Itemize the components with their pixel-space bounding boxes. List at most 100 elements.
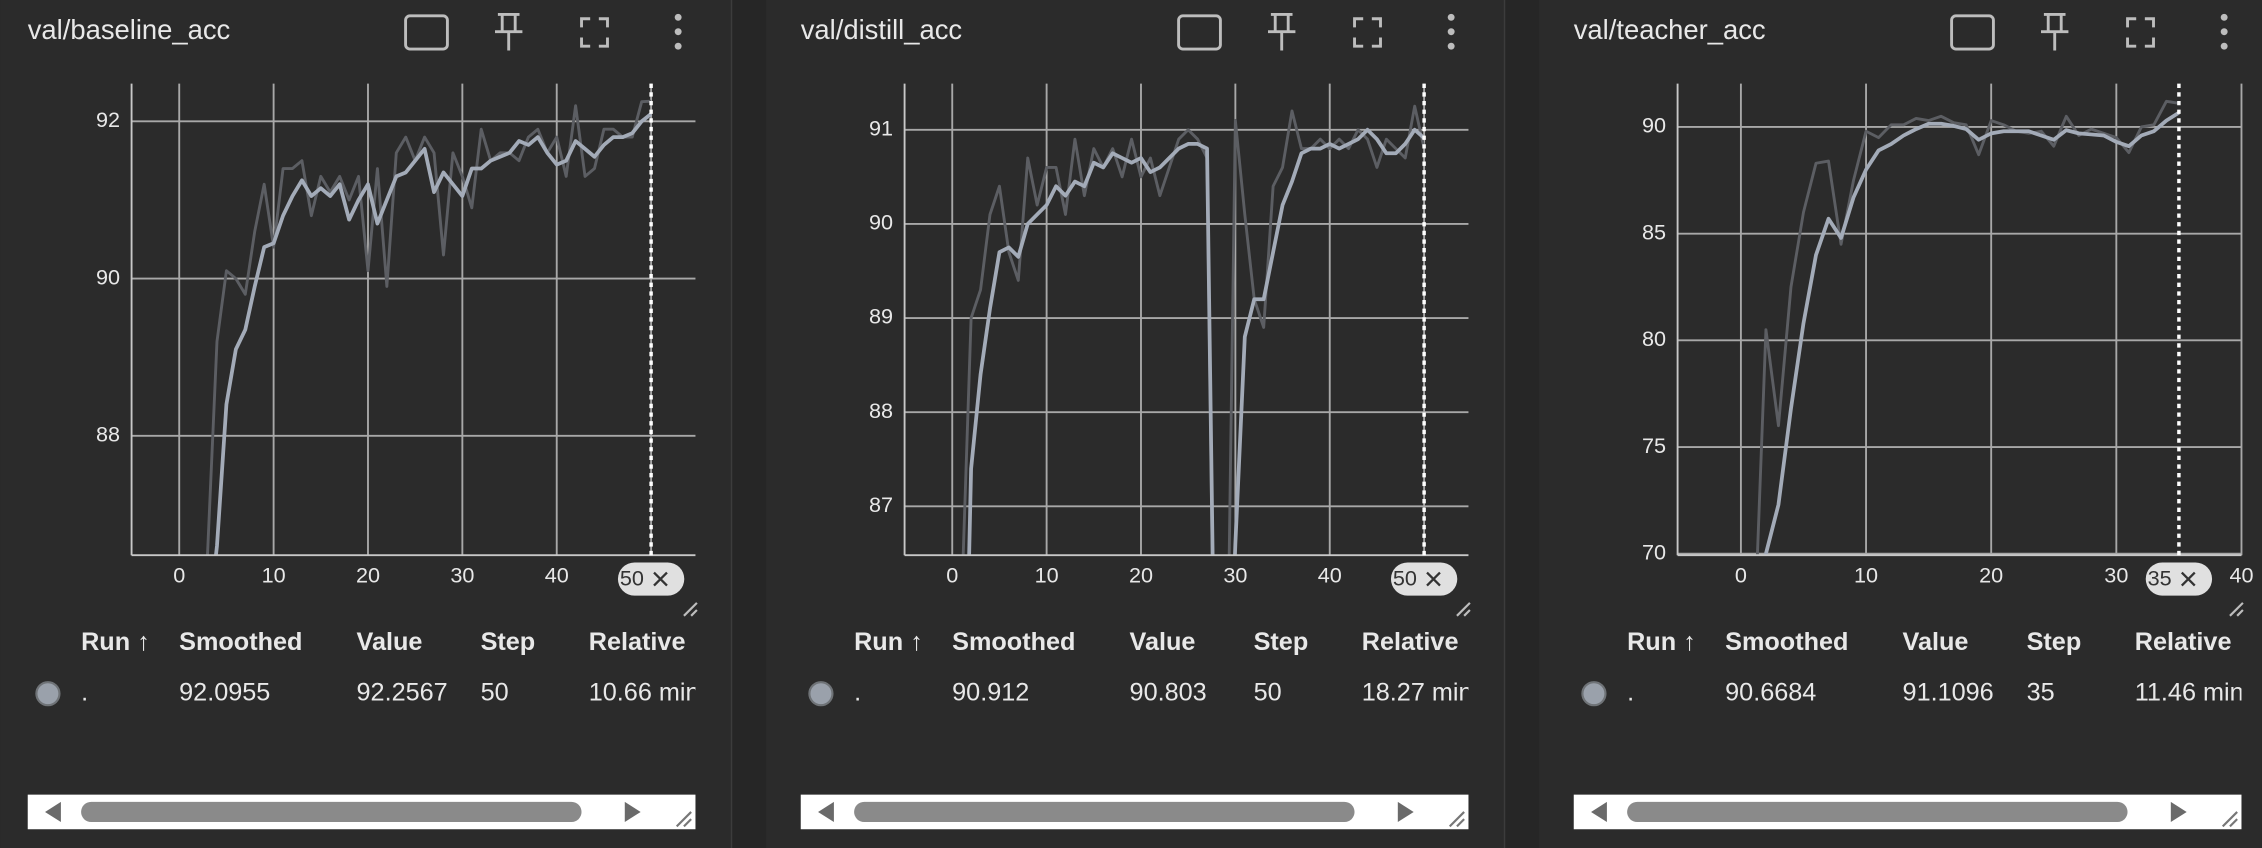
x-tick-label: 0 [173, 563, 185, 588]
table-cell: 11.46 min [2135, 678, 2244, 706]
x-tick-label: 20 [1979, 563, 2003, 588]
more-icon-dot[interactable] [2220, 13, 2228, 21]
step-badge[interactable] [1390, 562, 1458, 596]
plot-area [1755, 99, 2180, 556]
table-header: Value [1903, 628, 1969, 656]
scroll-right[interactable] [1397, 801, 1414, 823]
fit-icon[interactable] [1177, 14, 1222, 51]
scroll-left[interactable] [818, 801, 834, 823]
step-badge[interactable] [617, 562, 685, 596]
run-color[interactable] [808, 681, 834, 707]
series-line [967, 127, 1426, 556]
table-header: Smoothed [1725, 628, 1848, 656]
more-icon-dot[interactable] [1447, 28, 1455, 36]
y-tick-label: 92 [96, 107, 120, 132]
table-cell: 90.912 [952, 678, 1029, 706]
fullscreen-icon[interactable] [1353, 17, 1382, 48]
panel-title: val/teacher_acc [1574, 14, 1766, 45]
scrollbar-thumb[interactable] [1627, 801, 2128, 823]
table-cell: 92.0955 [179, 678, 270, 706]
table-header: Smoothed [952, 628, 1075, 656]
x-tick-label: 20 [1129, 563, 1153, 588]
step-badge-label: 50 [620, 565, 644, 590]
table-header: Run ↑ [854, 628, 923, 656]
more-icon-dot[interactable] [674, 42, 682, 50]
more-icon-dot[interactable] [1447, 42, 1455, 50]
pin-icon[interactable] [2041, 12, 2069, 51]
plot-area [961, 104, 1426, 556]
table-cell: 10.66 min [589, 678, 700, 706]
table-header: Run ↑ [1627, 628, 1696, 656]
x-tick-label: 30 [450, 563, 474, 588]
run-color[interactable] [1581, 681, 1607, 707]
table-header: Relative [1362, 628, 1459, 656]
table-cell: 90.6684 [1725, 678, 1816, 706]
pin-icon[interactable] [495, 12, 523, 51]
step-badge-label: 35 [2148, 565, 2172, 590]
resize-grip [2221, 811, 2238, 828]
scrollbar-thumb[interactable] [854, 801, 1355, 823]
table-cell: 92.2567 [357, 678, 448, 706]
fullscreen-icon[interactable] [580, 17, 609, 48]
data-table: Run ↑ Smoothed Value Step Relative. 92.0955 92… [35, 628, 700, 707]
y-tick-label: 70 [1642, 539, 1666, 564]
close-icon[interactable] [653, 571, 668, 587]
scroll-left[interactable] [1591, 801, 1607, 823]
y-tick-label: 88 [869, 398, 893, 423]
table-cell: . [1627, 678, 1634, 706]
table-header: Value [357, 628, 423, 656]
resize-grip [1456, 602, 1471, 617]
y-tick-label: 75 [1642, 433, 1666, 458]
series-line [214, 112, 653, 556]
table-cell: . [81, 678, 88, 706]
more-icon-dot[interactable] [2220, 42, 2228, 50]
x-tick-label: 10 [262, 563, 286, 588]
table-header: Run ↑ [81, 628, 150, 656]
table-cell: 91.1096 [1903, 678, 1994, 706]
table-header: Smoothed [179, 628, 302, 656]
plot-area [205, 99, 653, 556]
run-color[interactable] [35, 681, 61, 707]
y-tick-label: 87 [869, 492, 893, 517]
x-tick-label: 40 [1318, 563, 1342, 588]
close-icon[interactable] [1426, 571, 1441, 587]
x-tick-label: 40 [2229, 563, 2253, 588]
resize-grip [683, 602, 698, 617]
table-cell: . [854, 678, 861, 706]
x-tick-label: 10 [1854, 563, 1878, 588]
y-tick-label: 89 [869, 304, 893, 329]
table-cell: 35 [2027, 678, 2055, 706]
fullscreen-icon[interactable] [2126, 17, 2155, 48]
scroll-right[interactable] [624, 801, 641, 823]
table-header: Relative [2135, 628, 2232, 656]
step-badge[interactable] [2145, 562, 2213, 596]
y-tick-label: 90 [96, 264, 120, 289]
scroll-right[interactable] [2170, 801, 2187, 823]
table-cell: 18.27 min [1362, 678, 1473, 706]
table-cell: 50 [481, 678, 509, 706]
y-tick-label: 90 [1642, 113, 1666, 138]
resize-grip [675, 811, 692, 828]
more-icon-dot[interactable] [2220, 28, 2228, 36]
scroll-left[interactable] [45, 801, 61, 823]
x-tick-label: 30 [1223, 563, 1247, 588]
resize-grip [2229, 602, 2244, 617]
scrollbar-thumb[interactable] [81, 801, 582, 823]
table-header: Step [2027, 628, 2082, 656]
more-icon-dot[interactable] [674, 13, 682, 21]
divider [731, 0, 767, 848]
close-icon[interactable] [2180, 571, 2196, 587]
more-icon-dot[interactable] [674, 28, 682, 36]
series-line [1763, 111, 2180, 556]
y-tick-label: 88 [96, 421, 120, 446]
pin-icon[interactable] [1268, 12, 1296, 51]
fit-icon[interactable] [404, 14, 449, 51]
more-icon-dot[interactable] [1447, 13, 1455, 21]
x-tick-label: 40 [545, 563, 569, 588]
y-tick-label: 80 [1642, 326, 1666, 351]
fit-icon[interactable] [1950, 14, 1995, 51]
x-tick-label: 0 [946, 563, 958, 588]
divider [1504, 0, 1540, 848]
